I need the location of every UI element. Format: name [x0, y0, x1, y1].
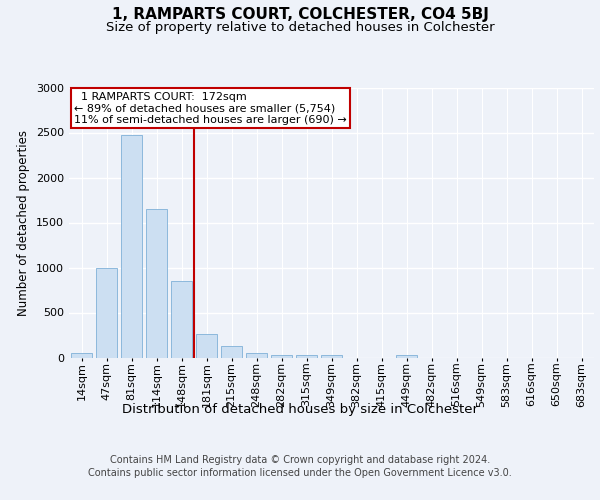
Text: Contains public sector information licensed under the Open Government Licence v3: Contains public sector information licen… — [88, 468, 512, 477]
Text: 1 RAMPARTS COURT:  172sqm  
← 89% of detached houses are smaller (5,754)
11% of : 1 RAMPARTS COURT: 172sqm ← 89% of detach… — [74, 92, 347, 124]
Bar — [196, 334, 217, 357]
Text: Contains HM Land Registry data © Crown copyright and database right 2024.: Contains HM Land Registry data © Crown c… — [110, 455, 490, 465]
Bar — [271, 355, 292, 358]
Bar — [171, 281, 192, 357]
Bar — [396, 355, 417, 358]
Bar — [96, 268, 117, 358]
Bar — [221, 346, 242, 358]
Text: Size of property relative to detached houses in Colchester: Size of property relative to detached ho… — [106, 21, 494, 34]
Y-axis label: Number of detached properties: Number of detached properties — [17, 130, 31, 316]
Bar — [321, 355, 342, 358]
Text: Distribution of detached houses by size in Colchester: Distribution of detached houses by size … — [122, 402, 478, 415]
Bar — [71, 353, 92, 358]
Text: 1, RAMPARTS COURT, COLCHESTER, CO4 5BJ: 1, RAMPARTS COURT, COLCHESTER, CO4 5BJ — [112, 8, 488, 22]
Bar — [146, 209, 167, 358]
Bar — [246, 353, 267, 358]
Bar — [296, 355, 317, 358]
Bar — [121, 134, 142, 358]
